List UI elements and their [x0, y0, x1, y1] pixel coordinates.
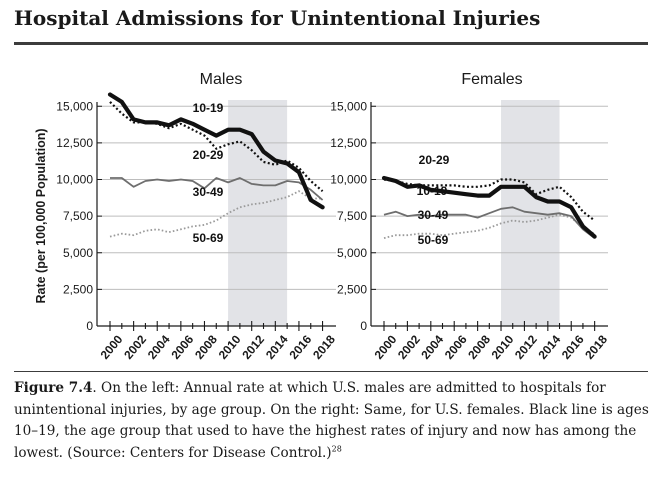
series-line-10-19: [381, 175, 597, 239]
series-line-30-49: [110, 177, 324, 201]
x-tick-label: 2018: [582, 332, 610, 362]
y-tick-label: 2,500: [337, 282, 367, 296]
x-tick-label: 2004: [418, 332, 446, 362]
x-tick-label: 2010: [216, 332, 244, 362]
y-tick-label: 15,000: [330, 99, 367, 113]
x-tick-label: 2006: [442, 332, 470, 362]
series-label-20-29: 20-29: [419, 153, 450, 167]
series-label-20-29: 20-29: [193, 148, 224, 162]
series-label-50-69: 50-69: [193, 231, 224, 245]
shaded-band: [228, 100, 288, 326]
caption-text: . On the left: Annual rate at which U.S.…: [14, 380, 649, 461]
caption-label: Figure 7.4: [14, 380, 93, 396]
x-tick-label: 2000: [372, 332, 400, 362]
y-tick-label: 7,500: [63, 209, 93, 223]
series-label-50-69: 50-69: [418, 233, 449, 247]
y-axis-label: Rate (per 100,000 Population): [34, 128, 48, 303]
y-tick-label: 5,000: [63, 246, 93, 260]
caption-rule: [14, 371, 648, 372]
x-tick-label: 2014: [535, 332, 563, 362]
x-tick-label: 2016: [559, 332, 587, 362]
y-tick-label: 15,000: [56, 99, 93, 113]
series-label-30-49: 30-49: [193, 185, 224, 199]
x-tick-label: 2004: [145, 332, 173, 362]
x-tick-label: 2006: [168, 332, 196, 362]
caption-footnote: 28: [331, 443, 342, 453]
y-tick-label: 2,500: [63, 282, 93, 296]
figure-title: Hospital Admissions for Unintentional In…: [14, 6, 541, 30]
series-label-10-19: 10-19: [193, 101, 224, 115]
panel-males: 02,5005,0007,50010,00012,50015,000200020…: [34, 71, 338, 362]
y-tick-label: 12,500: [56, 136, 93, 150]
series-line-20-29: [109, 101, 324, 193]
panel-females: 02,5005,0007,50010,00012,50015,000200020…: [330, 71, 610, 362]
x-tick-label: 2018: [310, 332, 338, 362]
x-tick-label: 2010: [489, 332, 517, 362]
x-tick-label: 2002: [121, 332, 149, 362]
x-tick-label: 2014: [263, 332, 291, 362]
panel-title: Males: [200, 71, 243, 88]
x-tick-label: 2000: [98, 332, 126, 362]
x-tick-label: 2012: [239, 332, 267, 362]
y-tick-label: 12,500: [330, 136, 367, 150]
x-tick-label: 2008: [192, 332, 220, 362]
y-tick-label: 5,000: [337, 246, 367, 260]
y-tick-label: 10,000: [330, 173, 367, 187]
series-label-10-19: 10-19: [417, 184, 448, 198]
figure-caption: Figure 7.4. On the left: Annual rate at …: [14, 378, 650, 464]
x-tick-label: 2002: [395, 332, 423, 362]
series-line-10-19: [107, 92, 325, 210]
y-tick-label: 0: [360, 319, 367, 333]
series-line-50-69: [383, 213, 596, 239]
panel-title: Females: [461, 71, 522, 88]
y-tick-label: 7,500: [337, 209, 367, 223]
y-tick-label: 10,000: [56, 173, 93, 187]
title-rule: [14, 42, 648, 45]
series-label-30-49: 30-49: [418, 208, 449, 222]
x-tick-label: 2012: [512, 332, 540, 362]
x-tick-label: 2008: [465, 332, 493, 362]
injury-chart: 02,5005,0007,50010,00012,50015,000200020…: [34, 71, 610, 362]
x-tick-label: 2016: [287, 332, 315, 362]
y-tick-label: 0: [86, 319, 93, 333]
series-line-30-49: [383, 206, 596, 239]
